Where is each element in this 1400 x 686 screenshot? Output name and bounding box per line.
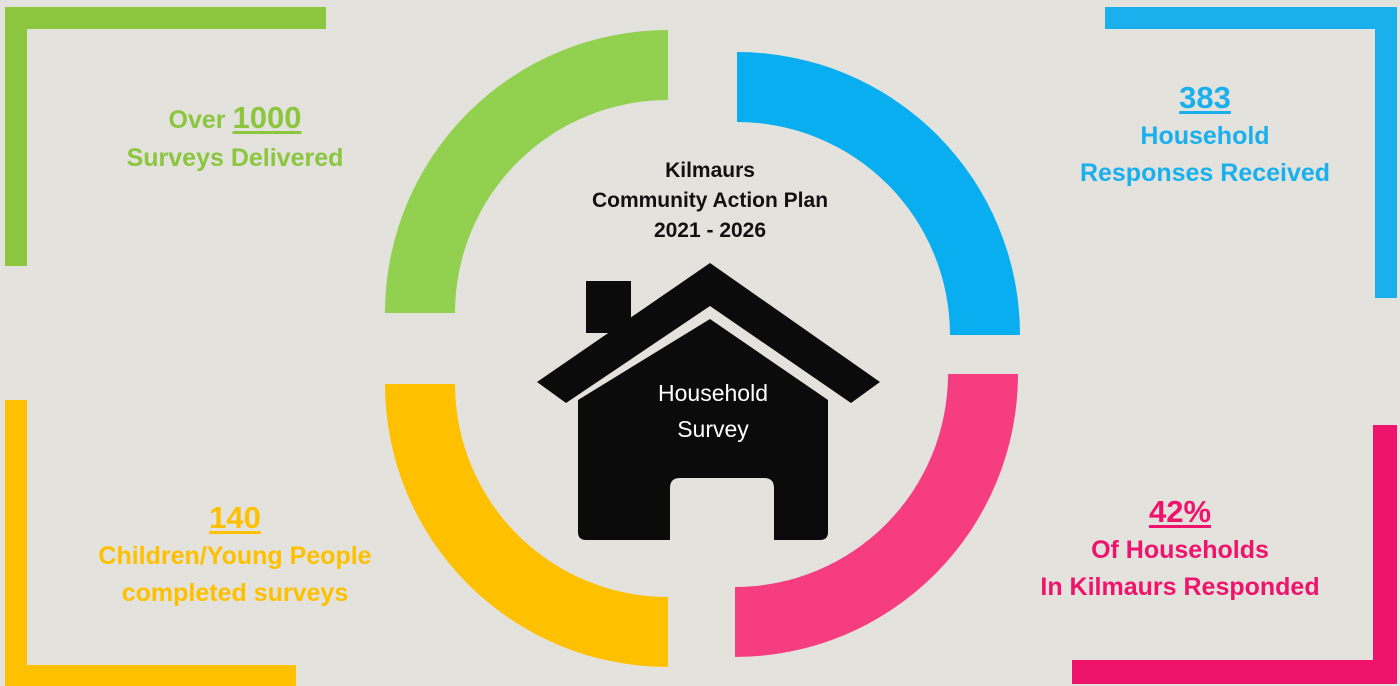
title-line-2: Community Action Plan [591,189,829,212]
title-line-3: 2021 - 2026 [653,219,767,242]
house-door [670,478,774,540]
households-responded-stat: 42% Of Households In Kilmaurs Responded [970,492,1390,606]
surveys-delivered-stat: Over 1000 Surveys Delivered [20,98,450,177]
house-label-line-2: Survey [677,416,749,442]
yellow-corner-bracket [5,400,296,686]
percent-label-line-1: Of Households [1091,536,1269,564]
title-line-1: Kilmaurs [665,159,755,182]
surveys-prefix: Over [168,106,233,134]
responses-number: 383 [1179,80,1231,115]
house-label: Household Survey [608,375,818,447]
house-icon [537,263,880,540]
surveys-delivered-headline: Over 1000 [20,98,450,140]
responses-label-line-1: Household [1140,122,1270,150]
pink-corner-bracket [1072,425,1397,684]
children-surveys-stat: 140 Children/Young People completed surv… [20,498,450,612]
surveys-number: 1000 [232,100,302,135]
responses-label-line-2: Responses Received [1079,159,1331,187]
pink-ring-arc [735,374,1018,657]
children-label-line-2: completed surveys [121,579,349,607]
green-ring-arc [385,30,668,313]
percent-number: 42% [1148,494,1212,529]
yellow-ring-arc [385,384,668,667]
green-corner-bracket [5,7,326,266]
percent-label-line-2: In Kilmaurs Responded [1040,573,1320,601]
blue-ring-arc [737,52,1020,335]
surveys-delivered-label: Surveys Delivered [126,144,344,172]
blue-corner-bracket [1105,7,1397,298]
children-label-line-1: Children/Young People [98,542,372,570]
plan-title: Kilmaurs Community Action Plan 2021 - 20… [490,156,930,246]
children-number: 140 [209,500,261,535]
roof [537,263,880,403]
responses-received-stat: 383 Household Responses Received [1020,78,1390,192]
house-label-line-1: Household [658,380,768,406]
